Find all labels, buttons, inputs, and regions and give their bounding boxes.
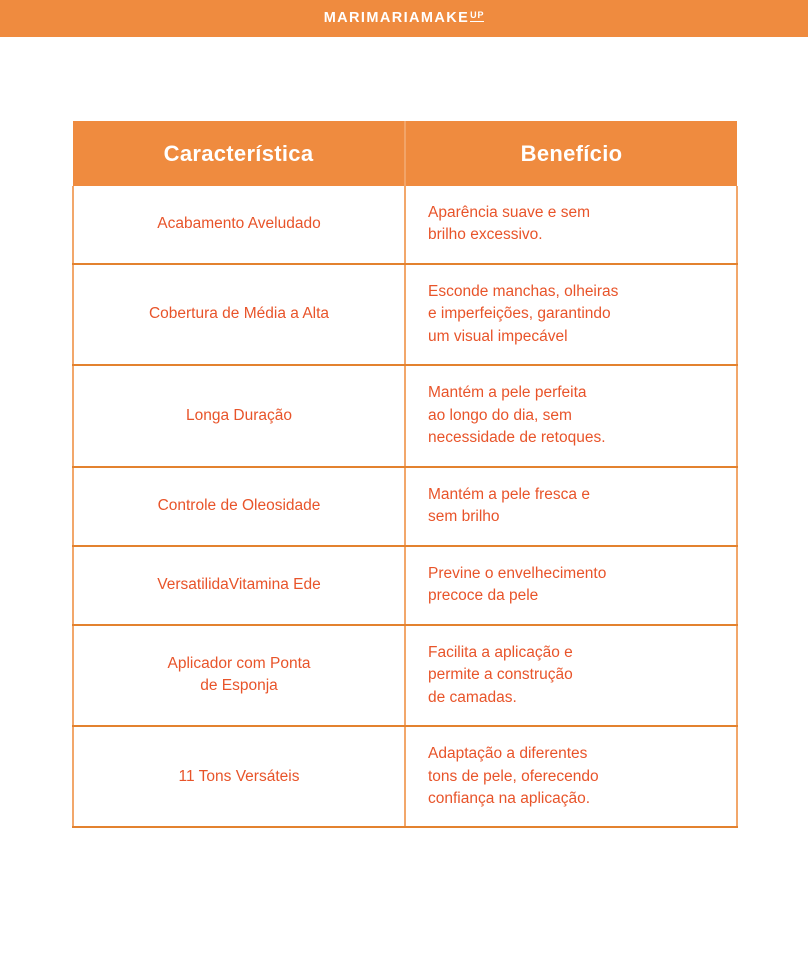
- benefit-text-line: um visual impecável: [428, 327, 568, 345]
- table-row: Aplicador com Ponta de Esponja Facilita a …: [72, 623, 738, 728]
- benefit-text-line: sem brilho: [428, 508, 500, 526]
- benefit-text-line: de camadas.: [428, 688, 517, 706]
- benefit-text-line: e imperfeições, garantindo: [428, 305, 611, 323]
- benefit-text-line: Esconde manchas, olheiras: [428, 282, 619, 300]
- benefit-text-line: Facilita a aplicação e: [428, 643, 573, 661]
- feature-benefit-table: Característica Benefício Acabamento Avel…: [72, 121, 738, 829]
- table-cell-feature: Longa Duração: [72, 364, 406, 468]
- table-cell-feature: Cobertura de Média a Alta: [72, 262, 406, 367]
- brand-logo-up-text: UP: [470, 10, 485, 23]
- benefit-text-line: precoce da pele: [428, 587, 539, 605]
- benefit-text-line: necessidade de retoques.: [428, 429, 606, 447]
- column-header-feature: Característica: [73, 121, 406, 186]
- table-cell-benefit: Aparência suave e sem brilho excessivo.: [405, 186, 738, 265]
- table-cell-benefit: Adaptação a diferentes tons de pele, ofer…: [405, 725, 738, 829]
- feature-text-line: VersatilidaVitamina Ede: [157, 575, 321, 593]
- benefit-text-line: Mantém a pele perfeita: [428, 384, 587, 402]
- benefit-text-line: ao longo do dia, sem: [428, 406, 572, 424]
- table-row: Acabamento Aveludado Aparência suave e se…: [72, 186, 738, 265]
- table-header-row: Característica Benefício: [73, 121, 737, 186]
- table-cell-benefit: Facilita a aplicação e permite a construç…: [405, 623, 738, 728]
- column-header-benefit: Benefício: [405, 121, 737, 186]
- table-header: Característica Benefício: [73, 121, 737, 186]
- brand-header-bar: MARIMARIAMAKE UP: [0, 0, 808, 37]
- table-row: 11 Tons Versáteis Adaptação a diferentes t…: [72, 725, 738, 829]
- feature-text-line: Cobertura de Média a Alta: [148, 305, 330, 323]
- benefit-text-line: tons de pele, oferecendo: [428, 767, 599, 785]
- feature-text-line: Acabamento Aveludado: [157, 215, 321, 233]
- benefit-text-line: Adaptação a diferentes: [428, 745, 588, 763]
- table-row: Controle de Oleosidade Mantém a pele fres…: [72, 465, 738, 547]
- feature-text-line: Longa Duração: [186, 406, 292, 424]
- table-cell-feature: Acabamento Aveludado: [72, 186, 406, 265]
- benefit-text-line: confiança na aplicação.: [428, 789, 591, 807]
- table-cell-benefit: Mantém a pele fresca e sem brilho: [405, 465, 738, 547]
- feature-text-line: Controle de Oleosidade: [157, 496, 321, 514]
- benefit-text-line: Mantém a pele fresca e: [428, 485, 590, 503]
- benefit-text-line: permite a construção: [428, 666, 573, 684]
- table-cell-feature: 11 Tons Versáteis: [72, 725, 406, 829]
- benefit-text-line: brilho excessivo.: [428, 226, 543, 244]
- brand-logo-main-text: MARIMARIAMAKE: [323, 9, 470, 26]
- brand-logo: MARIMARIAMAKE UP: [323, 9, 485, 27]
- table-cell-benefit: Previne o envelhecimento precoce da pele: [405, 544, 738, 626]
- feature-text-line: de Esponja: [200, 677, 278, 695]
- feature-text-line: 11 Tons Versáteis: [178, 767, 300, 785]
- benefit-text-line: Aparência suave e sem: [428, 204, 590, 221]
- table-cell-feature: Controle de Oleosidade: [72, 465, 406, 547]
- table-cell-feature: Aplicador com Ponta de Esponja: [72, 623, 406, 728]
- table-row: Cobertura de Média a Alta Esconde manchas…: [72, 262, 738, 367]
- feature-text-line: Aplicador com Ponta: [167, 654, 311, 672]
- table-cell-benefit: Esconde manchas, olheiras e imperfeições,…: [405, 262, 738, 367]
- benefit-text-line: Previne o envelhecimento: [428, 564, 607, 582]
- table-cell-benefit: Mantém a pele perfeita ao longo do dia, s…: [405, 364, 738, 468]
- table-cell-feature: VersatilidaVitamina Ede: [72, 544, 406, 626]
- table-row: Longa Duração Mantém a pele perfeita ao lo…: [72, 364, 738, 468]
- table-body: Acabamento Aveludado Aparência suave e se…: [72, 186, 738, 829]
- feature-benefit-table-container: Característica Benefício Acabamento Avel…: [72, 121, 738, 829]
- table-row: VersatilidaVitamina Ede Previne o envelhe…: [72, 544, 738, 626]
